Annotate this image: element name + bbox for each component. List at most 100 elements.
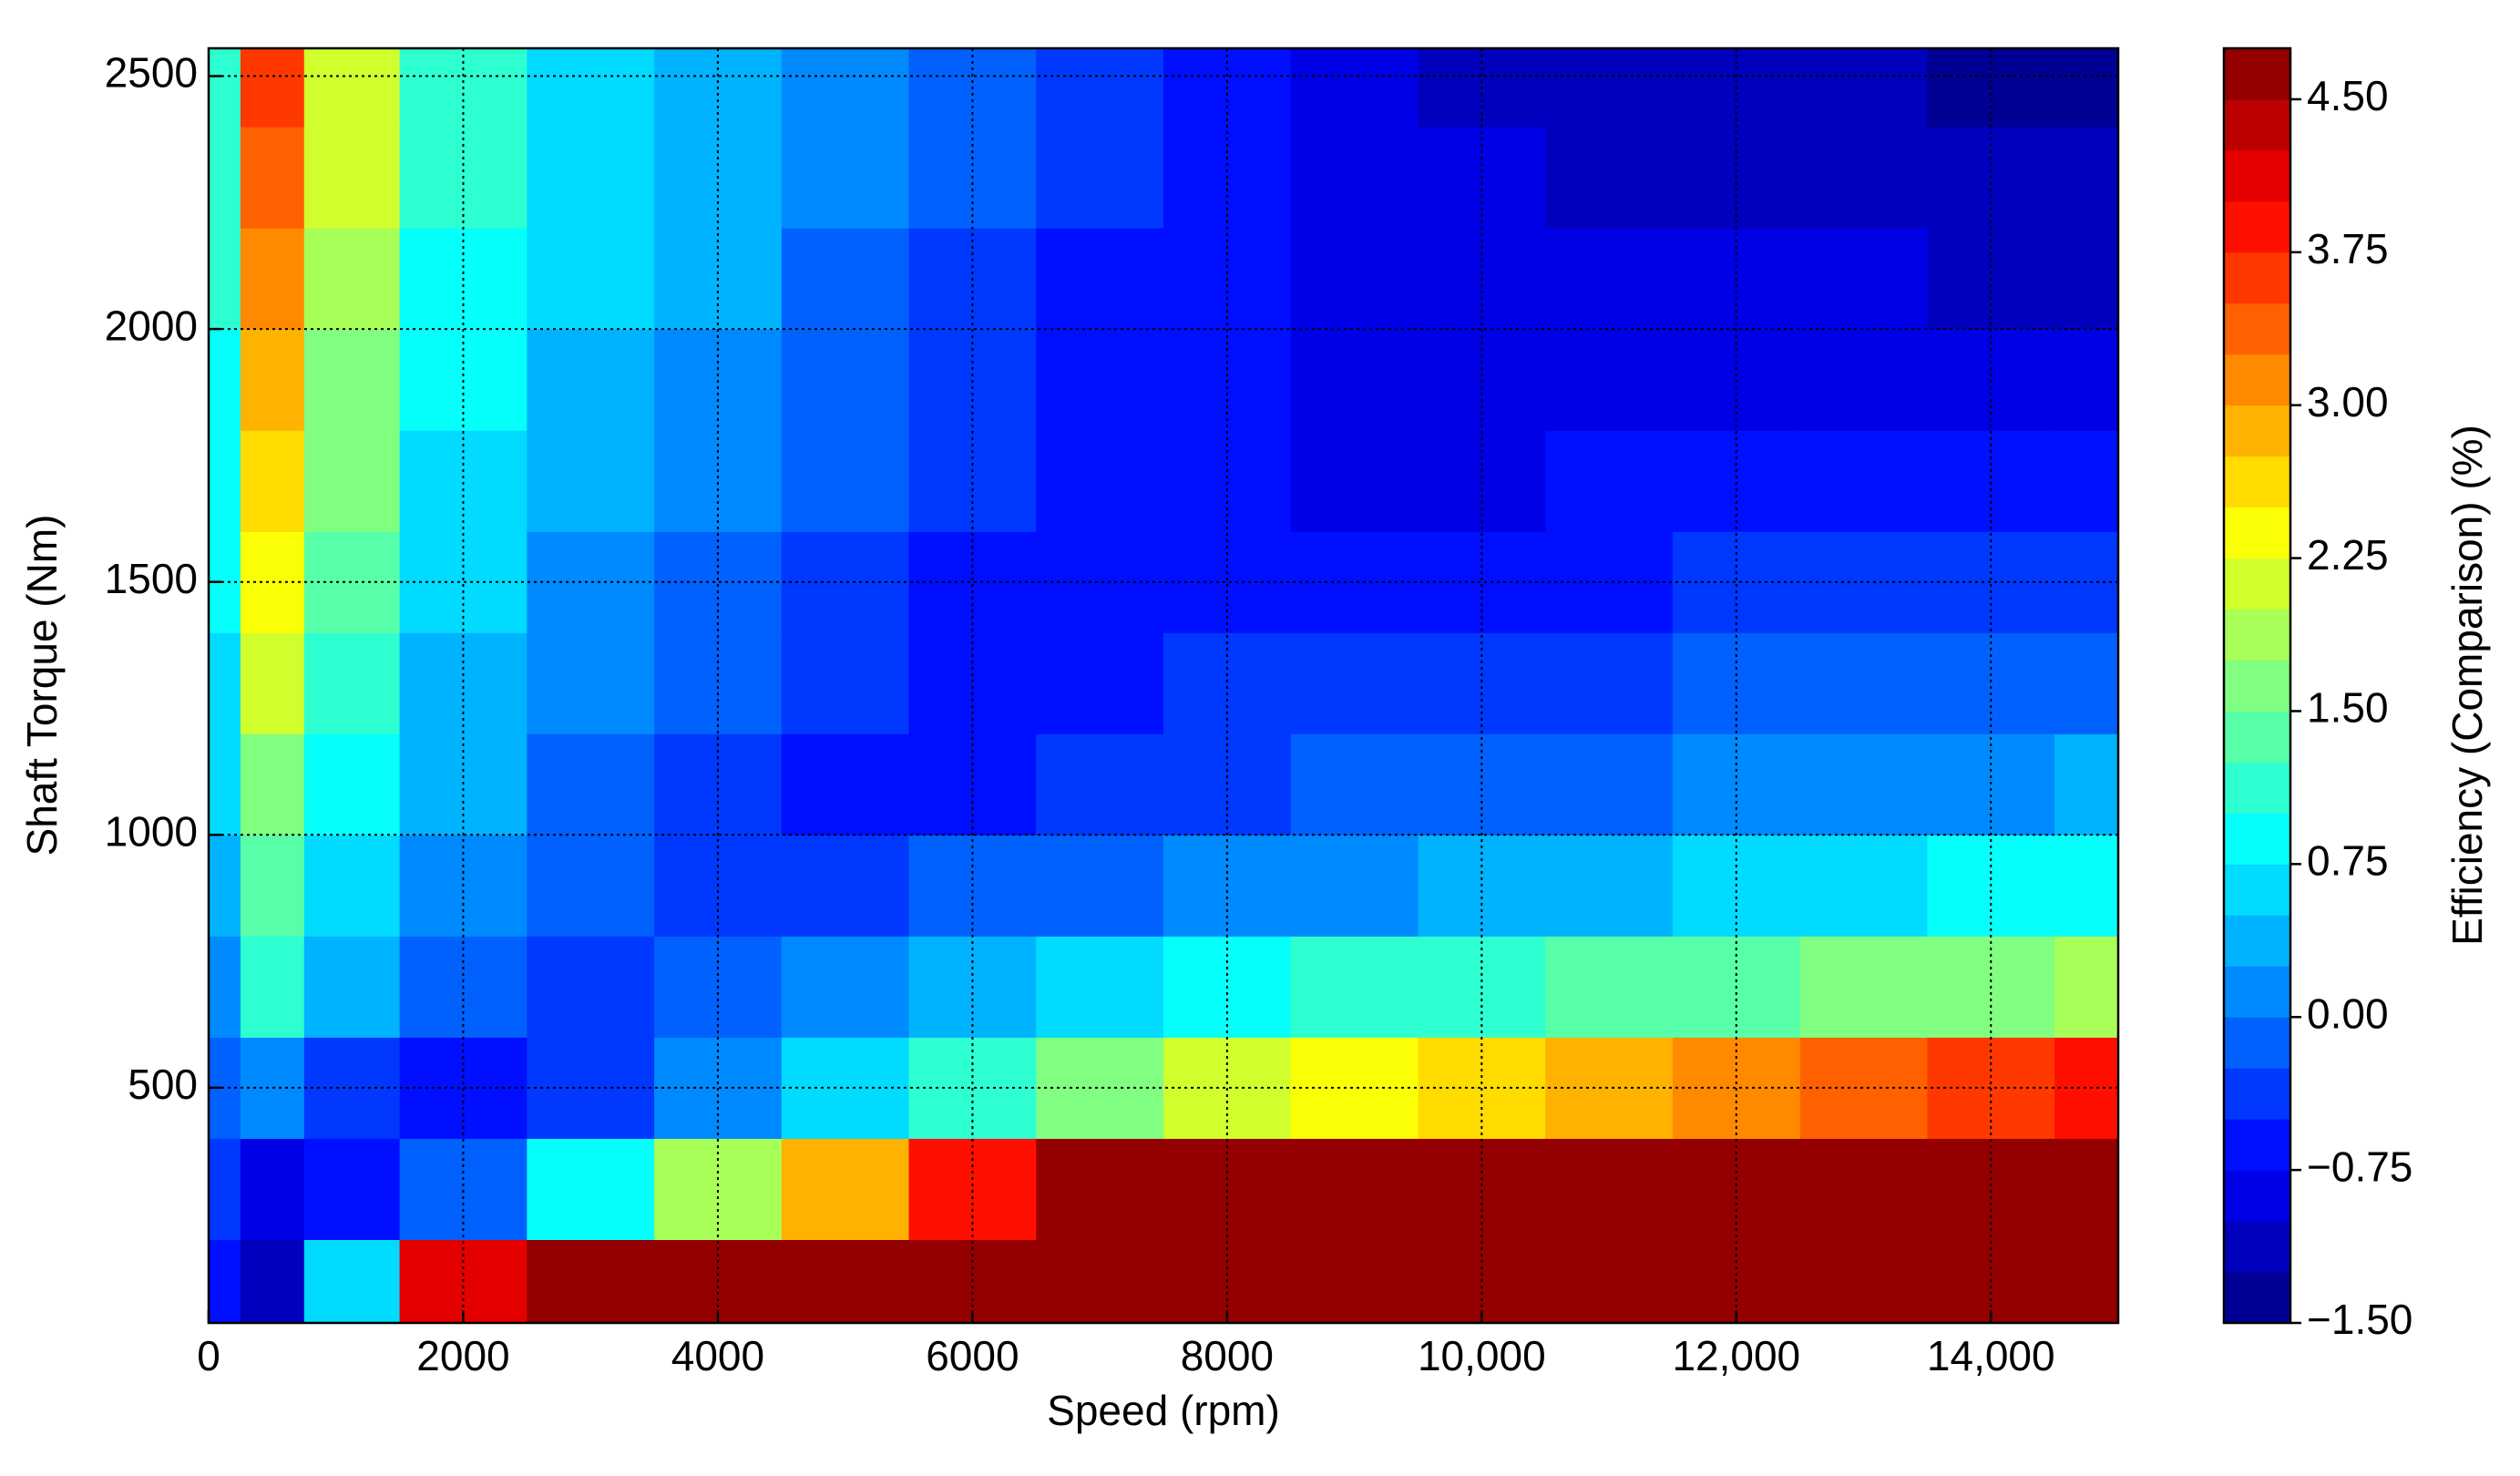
colorbar-band xyxy=(2224,1272,2290,1324)
colorbar-tick-label: 4.50 xyxy=(2307,72,2389,119)
colorbar-band xyxy=(2224,864,2290,916)
contour-cell xyxy=(2054,1138,2119,1240)
colorbar-tick-label: 0.00 xyxy=(2307,989,2389,1037)
colorbar-band xyxy=(2224,1119,2290,1171)
contour-cell xyxy=(240,835,305,937)
contour-cell xyxy=(1036,228,1164,330)
contour-cell xyxy=(527,329,655,431)
contour-cell xyxy=(1799,127,1928,229)
contour-cell xyxy=(781,1138,910,1240)
x-tick-label: 0 xyxy=(197,1332,220,1379)
contour-cell xyxy=(303,329,401,431)
contour-cell xyxy=(1290,1037,1419,1139)
contour-cell xyxy=(781,1037,910,1139)
contour-cell xyxy=(1799,531,1928,633)
y-tick-label: 1500 xyxy=(105,555,198,602)
contour-cell xyxy=(209,430,241,532)
contour-cell xyxy=(1799,733,1928,835)
contour-cell xyxy=(1545,531,1674,633)
contour-cell xyxy=(1545,936,1674,1038)
contour-cell xyxy=(303,48,401,128)
contour-cell xyxy=(1799,1037,1928,1139)
contour-cell xyxy=(781,329,910,431)
contour-cell xyxy=(1290,48,1419,128)
contour-cell xyxy=(2054,329,2119,431)
contour-cell xyxy=(527,632,655,734)
contour-cell xyxy=(527,1037,655,1139)
contour-cell xyxy=(209,48,241,128)
contour-cell xyxy=(527,1138,655,1240)
contour-cell xyxy=(1799,936,1928,1038)
colorbar-band xyxy=(2224,405,2290,457)
contour-cell xyxy=(303,632,401,734)
x-axis-label: Speed (rpm) xyxy=(1047,1387,1280,1434)
contour-cell xyxy=(527,733,655,835)
contour-cell xyxy=(240,48,305,128)
contour-cell xyxy=(209,1239,241,1324)
contour-cell xyxy=(2054,835,2119,937)
contour-cell xyxy=(240,329,305,431)
colorbar-band xyxy=(2224,1170,2290,1222)
x-tick-label: 4000 xyxy=(671,1332,764,1379)
contour-cell xyxy=(1290,632,1419,734)
colorbar-band xyxy=(2224,1068,2290,1120)
colorbar-tick-label: −0.75 xyxy=(2307,1143,2412,1190)
contour-cell xyxy=(1545,228,1674,330)
colorbar-tick-label: 2.25 xyxy=(2307,531,2389,579)
contour-field xyxy=(209,48,2119,1324)
contour-cell xyxy=(1036,127,1164,229)
contour-cell xyxy=(303,936,401,1038)
contour-cell xyxy=(209,1138,241,1240)
contour-cell xyxy=(1545,127,1674,229)
contour-cell xyxy=(781,430,910,532)
colorbar-band xyxy=(2224,354,2290,406)
x-tick-label: 2000 xyxy=(416,1332,509,1379)
contour-cell xyxy=(1545,430,1674,532)
contour-cell xyxy=(527,48,655,128)
colorbar-band xyxy=(2224,251,2290,304)
colorbar-band xyxy=(2224,915,2290,967)
contour-cell xyxy=(303,531,401,633)
contour-cell xyxy=(1290,936,1419,1038)
colorbar-tick-label: 3.00 xyxy=(2307,378,2389,425)
colorbar-band xyxy=(2224,1221,2290,1273)
contour-cell xyxy=(303,733,401,835)
contour-cell xyxy=(1290,531,1419,633)
contour-cell xyxy=(1036,531,1164,633)
contour-cell xyxy=(209,733,241,835)
contour-cell xyxy=(781,835,910,937)
contour-cell xyxy=(1036,733,1164,835)
contour-cell xyxy=(1290,228,1419,330)
contour-cell xyxy=(240,1138,305,1240)
contour-cell xyxy=(240,127,305,229)
contour-cell xyxy=(209,835,241,937)
contour-cell xyxy=(1545,632,1674,734)
contour-cell xyxy=(303,127,401,229)
colorbar-tick-label: 1.50 xyxy=(2307,684,2389,732)
colorbar-band xyxy=(2224,660,2290,712)
contour-cell xyxy=(527,228,655,330)
contour-cell xyxy=(209,329,241,431)
contour-cell xyxy=(240,936,305,1038)
contour-cell xyxy=(1290,1239,1419,1324)
contour-cell xyxy=(1545,48,1674,128)
contour-cell xyxy=(2054,936,2119,1038)
colorbar-band xyxy=(2224,813,2290,865)
contour-cell xyxy=(1799,228,1928,330)
contour-cell xyxy=(1799,1239,1928,1324)
contour-cell xyxy=(527,936,655,1038)
contour-cell xyxy=(209,228,241,330)
contour-cell xyxy=(781,936,910,1038)
contour-cell xyxy=(1545,1037,1674,1139)
contour-cell xyxy=(240,228,305,330)
colorbar-band xyxy=(2224,200,2290,253)
y-tick-label: 500 xyxy=(128,1061,198,1108)
contour-cell xyxy=(2054,733,2119,835)
contour-cell xyxy=(240,632,305,734)
contour-cell xyxy=(781,632,910,734)
contour-cell xyxy=(1799,48,1928,128)
colorbar-band xyxy=(2224,558,2290,610)
contour-cell xyxy=(2054,48,2119,128)
colorbar-band xyxy=(2224,609,2290,661)
